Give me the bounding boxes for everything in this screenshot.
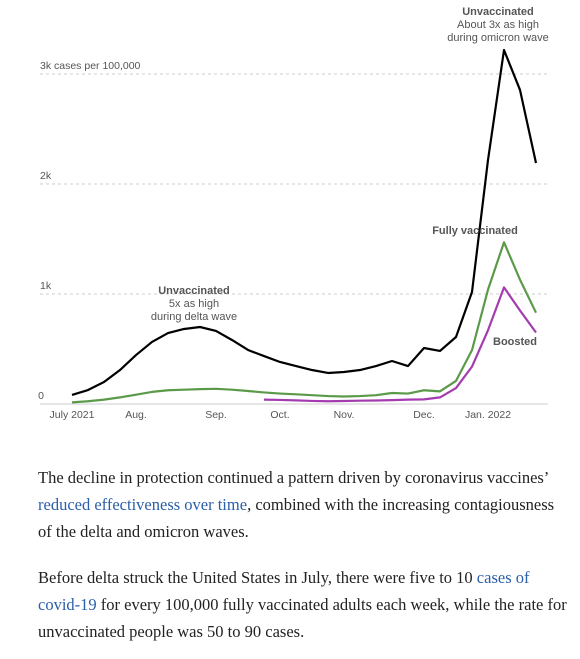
x-tick-label: Aug. bbox=[125, 409, 147, 421]
x-tick-label: Oct. bbox=[270, 409, 289, 421]
line bbox=[263, 286, 537, 403]
y-tick-label: 2k bbox=[40, 170, 52, 182]
y-tick-label: 3k cases per 100,000 bbox=[40, 60, 141, 72]
text: Before delta struck the United States in… bbox=[38, 568, 477, 587]
x-tick-label: Dec. bbox=[413, 409, 435, 421]
annotation: 5x as high bbox=[169, 298, 219, 310]
paragraph: The decline in protection continued a pa… bbox=[38, 464, 568, 545]
text: for every 100,000 fully vaccinated adult… bbox=[38, 595, 567, 641]
text: The decline in protection continued a pa… bbox=[38, 468, 549, 487]
annotation: Fully vaccinated bbox=[432, 225, 518, 237]
annotation: Unvaccinated bbox=[158, 285, 230, 297]
annotation: during omicron wave bbox=[447, 32, 549, 44]
line bbox=[71, 241, 537, 404]
link[interactable]: cases of covid-19 bbox=[38, 568, 530, 614]
chart: 0 1k 2k 3k cases per 100,000 July 2021 Aug. Se… bbox=[38, 6, 549, 421]
y-tick-label: 0 bbox=[38, 390, 44, 402]
annotation: during delta wave bbox=[151, 311, 237, 323]
x-tick-label: Sep. bbox=[205, 409, 227, 421]
x-tick-label: Jan. 2022 bbox=[465, 409, 511, 421]
annotation: Unvaccinated bbox=[462, 6, 534, 18]
text: , combined with the increasing contagiou… bbox=[38, 495, 555, 541]
link[interactable]: reduced effectiveness over time bbox=[38, 495, 248, 514]
paragraph: Before delta struck the United States in… bbox=[38, 564, 568, 645]
x-tick-label: July 2021 bbox=[50, 409, 95, 421]
x-tick-label: Nov. bbox=[334, 409, 355, 421]
y-tick-label: 1k bbox=[40, 280, 52, 292]
annotation: About 3x as high bbox=[457, 19, 539, 31]
annotation: Boosted bbox=[493, 336, 537, 348]
line bbox=[71, 48, 538, 397]
